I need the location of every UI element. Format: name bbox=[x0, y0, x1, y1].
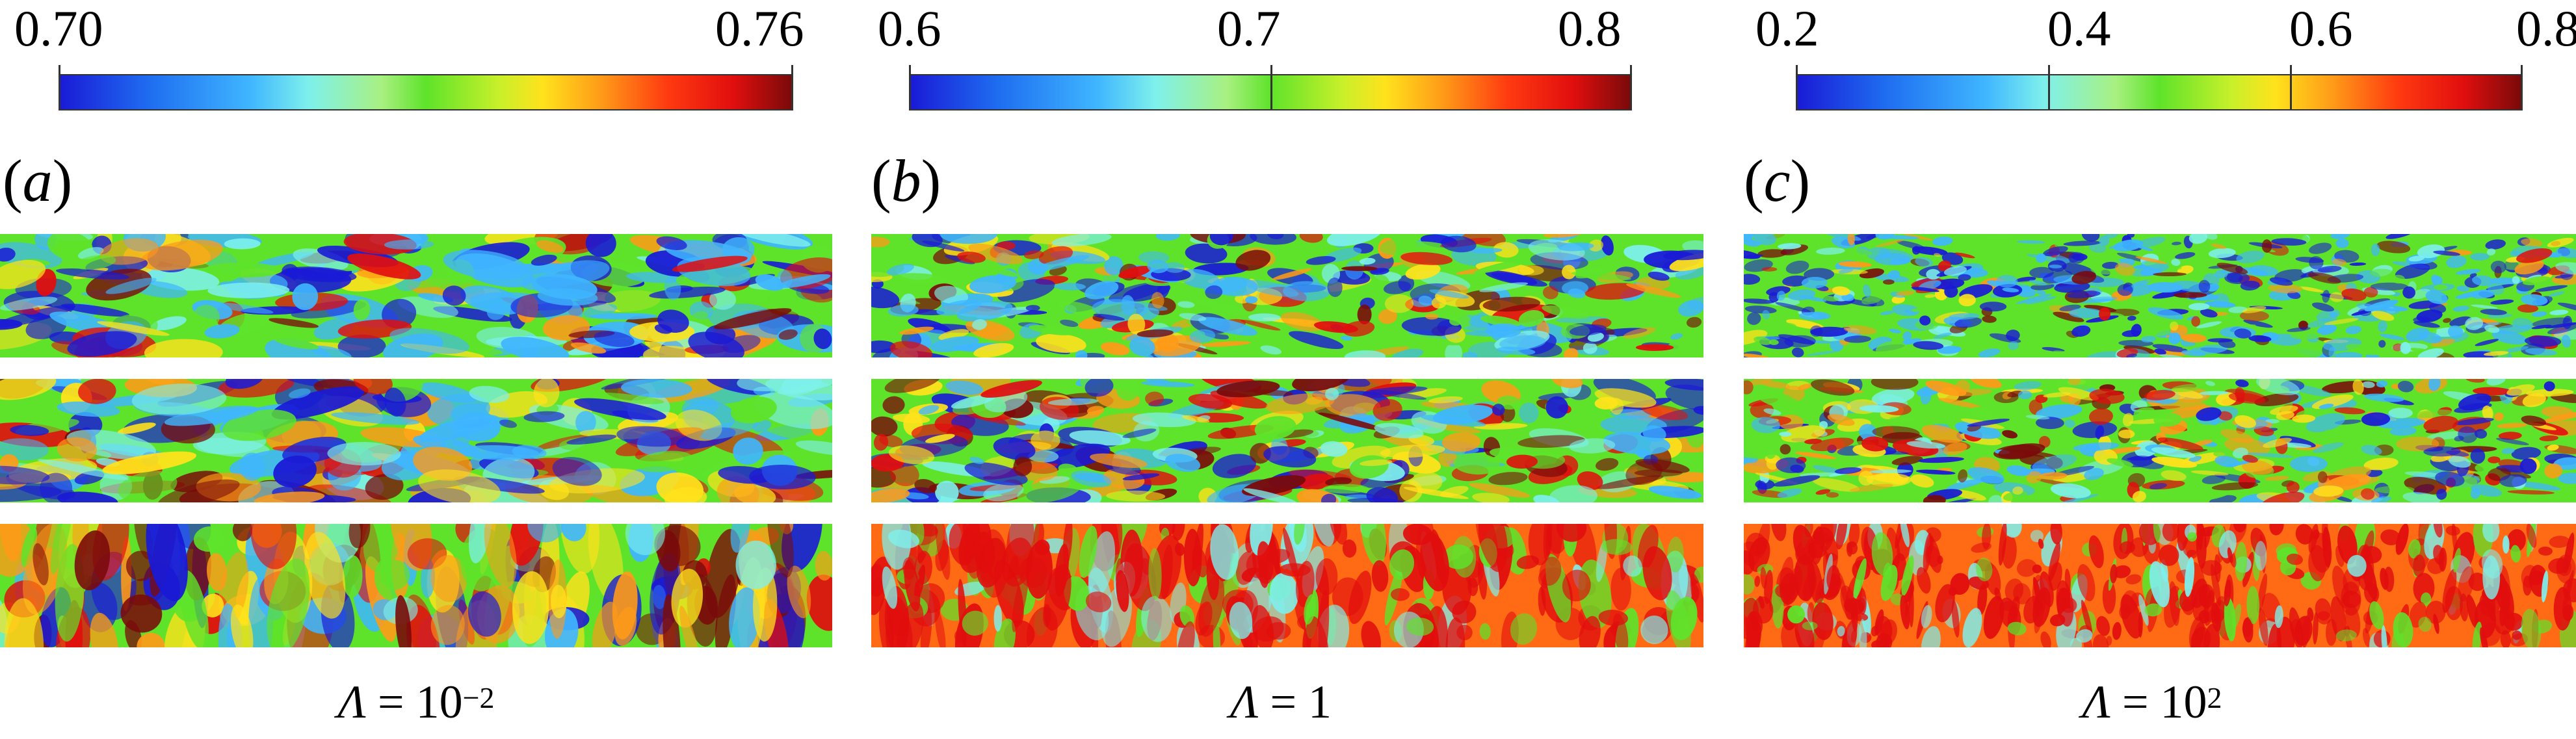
colorbar-b-tick-2: 0.8 bbox=[1558, 0, 1622, 57]
colorbar-c-tick-3: 0.8 bbox=[2516, 0, 2576, 57]
field-slice-c-middle bbox=[1744, 379, 2576, 502]
colorbar-a-tick-min: 0.70 bbox=[14, 0, 103, 57]
colorbar-c-tick-0: 0.2 bbox=[1755, 0, 1819, 57]
colorbar-c-tick-1: 0.4 bbox=[2047, 0, 2111, 57]
colorbar-b-tick-mark bbox=[1270, 65, 1272, 110]
colorbar-a-tick-max: 0.76 bbox=[715, 0, 804, 57]
colorbar-c-tick-mark bbox=[2290, 65, 2292, 110]
panel-label-c: (c) bbox=[1744, 148, 1811, 214]
colorbar-c-tick-mark bbox=[2048, 65, 2050, 110]
field-slice-a-top bbox=[0, 234, 832, 357]
field-slice-c-top bbox=[1744, 234, 2576, 357]
parameter-label-a: Λ = 10−2 bbox=[337, 676, 495, 728]
colorbar-c-tick-mark bbox=[2521, 65, 2523, 110]
field-slice-b-middle bbox=[871, 379, 1703, 502]
colorbar-b-tick-mark bbox=[1630, 65, 1632, 110]
field-slice-a-bottom bbox=[0, 524, 832, 647]
field-slice-a-middle bbox=[0, 379, 832, 502]
field-slice-b-bottom bbox=[871, 524, 1703, 647]
colorbar-c-tick-mark bbox=[1796, 65, 1798, 110]
field-slice-c-bottom bbox=[1744, 524, 2576, 647]
colorbar-b-tick-mark bbox=[909, 65, 911, 110]
colorbar-b-tick-0: 0.6 bbox=[878, 0, 941, 57]
field-slice-b-top bbox=[871, 234, 1703, 357]
parameter-label-c: Λ = 102 bbox=[2082, 676, 2222, 728]
colorbar-b-tick-1: 0.7 bbox=[1217, 0, 1281, 57]
panel-label-a: (a) bbox=[3, 148, 73, 214]
parameter-label-b: Λ = 1 bbox=[1229, 676, 1332, 728]
panel-a: 0.70 0.76 (a) Λ = 10−2 bbox=[0, 0, 832, 739]
colorbar-a bbox=[59, 74, 793, 110]
colorbar-c bbox=[1796, 74, 2523, 110]
colorbar-a-tick-mark bbox=[59, 65, 60, 110]
panel-label-b: (b) bbox=[871, 148, 941, 214]
colorbar-c-tick-2: 0.6 bbox=[2289, 0, 2353, 57]
panel-b: 0.6 0.7 0.8 (b) Λ = 1 bbox=[865, 0, 1703, 739]
colorbar-a-tick-mark bbox=[791, 65, 793, 110]
panel-c: 0.2 0.4 0.6 0.8 (c) Λ = 102 bbox=[1736, 0, 2576, 739]
